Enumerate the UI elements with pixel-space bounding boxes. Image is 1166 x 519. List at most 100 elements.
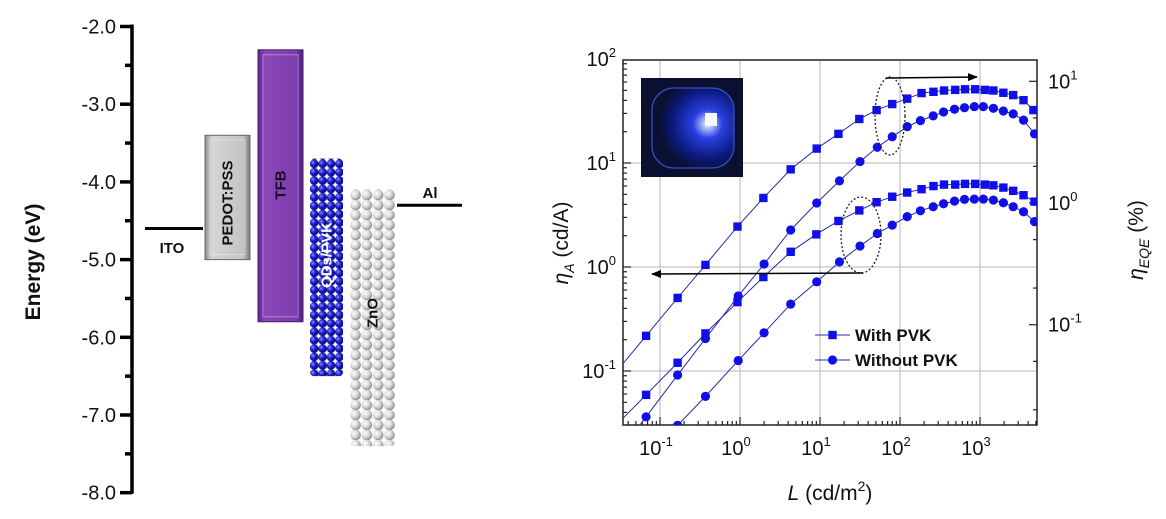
energy-tick-label: -8.0	[82, 483, 116, 505]
data-point-circle	[872, 142, 882, 152]
data-point-square	[960, 85, 970, 94]
data-point-circle	[700, 391, 711, 401]
tick-base: 10	[961, 438, 983, 460]
inset-emitting-pixel	[705, 113, 717, 126]
tick-exponent: -1	[604, 357, 616, 372]
tick-exponent: 0	[609, 253, 616, 268]
data-point-square	[980, 180, 990, 189]
data-point-square	[970, 179, 980, 189]
ito-label: ITO	[160, 240, 185, 257]
legend-label: With PVK	[855, 326, 932, 345]
data-point-circle	[673, 420, 683, 425]
axis-subscript: EQE	[1136, 238, 1152, 268]
data-point-square	[673, 358, 682, 367]
data-point-circle	[969, 194, 979, 204]
data-point-square	[902, 94, 912, 103]
data-point-square	[872, 197, 881, 207]
energy-axis-title: Energy (eV)	[22, 204, 45, 321]
data-point-square	[888, 99, 897, 109]
tick-exponent: 1	[824, 434, 831, 449]
tick-exponent: 1	[1070, 67, 1077, 82]
data-point-square	[951, 180, 960, 189]
legend-label: Without PVK	[855, 351, 958, 370]
data-point-square	[1019, 95, 1028, 105]
legend-circle-marker	[827, 355, 838, 365]
pedot-pss-label: PEDOT:PSS	[220, 160, 237, 245]
al-label: Al	[423, 185, 438, 202]
data-point-square	[1008, 90, 1018, 100]
data-point-circle	[733, 355, 743, 366]
annotation-ellipse-ce	[840, 196, 882, 274]
data-point-circle	[759, 259, 769, 269]
data-point-square	[759, 272, 768, 282]
data-point-square	[970, 85, 980, 94]
axis-unit: (cd/m	[799, 482, 857, 505]
data-point-circle	[949, 196, 960, 206]
data-point-circle	[938, 107, 949, 117]
tick-exponent: 2	[904, 434, 911, 449]
y-left-axis-title: ηA (cd/A)	[550, 202, 577, 285]
y-right-axis-title: ηEQE (%)	[1125, 200, 1152, 280]
data-point-square	[701, 260, 710, 270]
data-point-circle	[855, 156, 865, 167]
data-point-square	[1008, 186, 1018, 196]
annotation-ellipse-eqe	[874, 76, 906, 156]
inset-device-glow	[651, 87, 735, 169]
energy-tick-label: -5.0	[82, 250, 116, 272]
energy-tick-label: -4.0	[82, 172, 116, 194]
data-point-square	[989, 86, 998, 95]
tick-exponent: 3	[984, 434, 991, 449]
data-point-circle	[834, 176, 845, 186]
x-tick-label: 103	[961, 434, 990, 460]
data-point-square	[999, 88, 1008, 97]
data-point-circle	[978, 194, 988, 204]
tick-base: 10	[587, 257, 609, 279]
data-point-square	[855, 206, 864, 215]
axis-symbol: η	[1125, 268, 1148, 280]
data-point-circle	[988, 103, 998, 113]
legend-square-marker	[828, 330, 837, 340]
tfb-layer	[257, 49, 304, 323]
data-point-circle	[1008, 202, 1018, 212]
pedot-pss-layer	[204, 134, 251, 261]
tick-base: 10	[1048, 71, 1070, 93]
axis-unit: (cd/A)	[550, 202, 573, 264]
tick-exponent: 0	[744, 434, 751, 449]
series-line	[623, 183, 1035, 420]
data-point-square	[673, 293, 682, 303]
data-point-circle	[872, 228, 882, 239]
tick-exponent: 0	[1070, 189, 1077, 204]
data-point-square	[951, 85, 960, 95]
data-point-square	[641, 331, 651, 341]
data-point-circle	[673, 370, 683, 380]
data-point-square	[989, 181, 998, 190]
data-point-circle	[915, 116, 926, 126]
data-point-square	[980, 85, 990, 95]
data-point-circle	[1029, 129, 1037, 139]
axis-unit-exponent: 2	[858, 478, 866, 494]
tick-base: 10	[881, 438, 903, 460]
data-point-circle	[1018, 207, 1029, 217]
data-point-square	[960, 179, 970, 189]
data-point-circle	[998, 106, 1008, 116]
axis-subscript: A	[561, 263, 577, 273]
data-point-square	[929, 87, 938, 96]
data-point-circle	[1029, 217, 1037, 227]
y-left-tick-label: 10-1	[582, 357, 616, 383]
data-point-square	[733, 222, 742, 231]
data-point-square	[939, 180, 949, 189]
data-point-circle	[978, 101, 988, 112]
energy-tick-label: -7.0	[82, 405, 116, 427]
data-point-square	[872, 105, 881, 115]
tick-base: 10	[1048, 315, 1070, 337]
x-tick-label: 10-1	[639, 434, 673, 460]
tick-exponent: 2	[609, 45, 616, 60]
data-point-square	[999, 183, 1008, 192]
data-point-circle	[786, 225, 796, 235]
x-tick-label: 101	[801, 434, 830, 460]
axis-symbol: η	[550, 273, 573, 285]
y-left-tick-label: 101	[587, 149, 616, 175]
qds-pvk-layer	[310, 158, 343, 377]
data-point-circle	[988, 195, 998, 205]
tfb-label: TFB	[273, 170, 290, 199]
